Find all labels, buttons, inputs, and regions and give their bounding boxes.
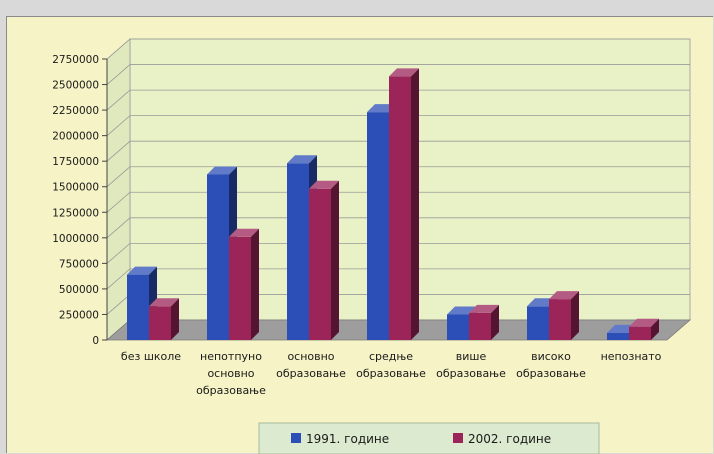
gridline	[106, 217, 690, 239]
y-tick-label: 2750000	[52, 54, 99, 66]
bar	[309, 180, 339, 340]
bar-front	[607, 332, 629, 340]
y-tick-label: 0	[92, 335, 99, 347]
gridline	[106, 242, 690, 264]
bar	[629, 318, 659, 340]
side-wall	[106, 38, 131, 341]
x-category-label: непотпуно основно образовање	[196, 350, 266, 397]
bar	[549, 291, 579, 340]
x-category-label: без школе	[121, 350, 181, 363]
bar-side	[411, 68, 419, 340]
bar-front	[447, 314, 469, 340]
bar-chart: 0 250000 500000 750000 1000000 1250000 1500000…	[52, 38, 692, 454]
y-axis: 0 250000 500000 750000 1000000 1250000 1500000…	[52, 54, 108, 347]
bar-front	[149, 306, 171, 340]
bar-side	[171, 298, 179, 340]
bar-front	[229, 236, 251, 340]
bar	[389, 68, 419, 340]
gridline	[106, 166, 690, 188]
bar-top	[149, 298, 179, 307]
legend-box	[258, 422, 600, 454]
bar-side	[651, 318, 659, 340]
bar-side	[571, 291, 579, 340]
gridline	[106, 140, 690, 162]
x-category-label: непознато	[601, 350, 662, 363]
y-tick-label: 2000000	[52, 131, 99, 143]
bar-top	[287, 155, 317, 164]
gridline	[106, 115, 690, 136]
bar-top	[549, 291, 579, 300]
chart-frame: 0 250000 500000 750000 1000000 1250000 1500000…	[6, 16, 713, 454]
y-tick-label: 1750000	[52, 156, 99, 168]
gridline	[106, 89, 690, 111]
bar-front	[309, 188, 331, 340]
bar-top	[629, 318, 659, 327]
x-axis-labels: без школе непотпуно основно образовање основ…	[121, 350, 662, 397]
bar-top	[127, 266, 157, 275]
y-tick-label: 1500000	[52, 182, 99, 194]
bar-side	[331, 180, 339, 340]
y-tick-label: 1000000	[52, 233, 99, 245]
bar-side	[491, 304, 499, 340]
y-tick-label: 250000	[59, 309, 99, 321]
bar	[229, 228, 259, 340]
bar-front	[469, 312, 491, 340]
bar-top	[207, 166, 237, 175]
y-tick-label: 2250000	[52, 105, 99, 117]
bar-front	[287, 163, 309, 340]
bar	[469, 304, 499, 340]
bar	[149, 298, 179, 340]
y-tick-label: 750000	[59, 258, 99, 270]
gridline	[106, 64, 690, 85]
bar-front	[527, 306, 549, 340]
bar-top	[309, 180, 339, 189]
bar-side	[251, 228, 259, 340]
bars	[127, 68, 659, 340]
legend: 1991. године 2002. године	[258, 422, 600, 454]
legend-swatch	[291, 433, 301, 443]
bar-front	[629, 326, 651, 340]
bar-top	[229, 228, 259, 237]
bar-top	[389, 68, 419, 77]
x-category-label: средње образовање	[356, 350, 426, 380]
legend-label: 2002. године	[468, 432, 551, 446]
x-category-label: основно образовање	[276, 350, 346, 380]
x-category-label: високо образовање	[516, 350, 586, 380]
bar-front	[207, 174, 229, 340]
gridline	[106, 191, 690, 213]
bar-front	[367, 112, 389, 340]
legend-label: 1991. године	[306, 432, 389, 446]
bar-top	[469, 304, 499, 313]
legend-swatch	[453, 433, 463, 443]
bar-front	[549, 299, 571, 340]
bar-front	[127, 274, 149, 340]
bar-front	[389, 76, 411, 340]
y-tick-label: 500000	[59, 284, 99, 296]
gridline	[106, 38, 690, 60]
y-tick-label: 2500000	[52, 80, 99, 92]
x-category-label: више образовање	[436, 350, 506, 380]
gridline	[106, 268, 690, 290]
y-tick-label: 1250000	[52, 207, 99, 219]
